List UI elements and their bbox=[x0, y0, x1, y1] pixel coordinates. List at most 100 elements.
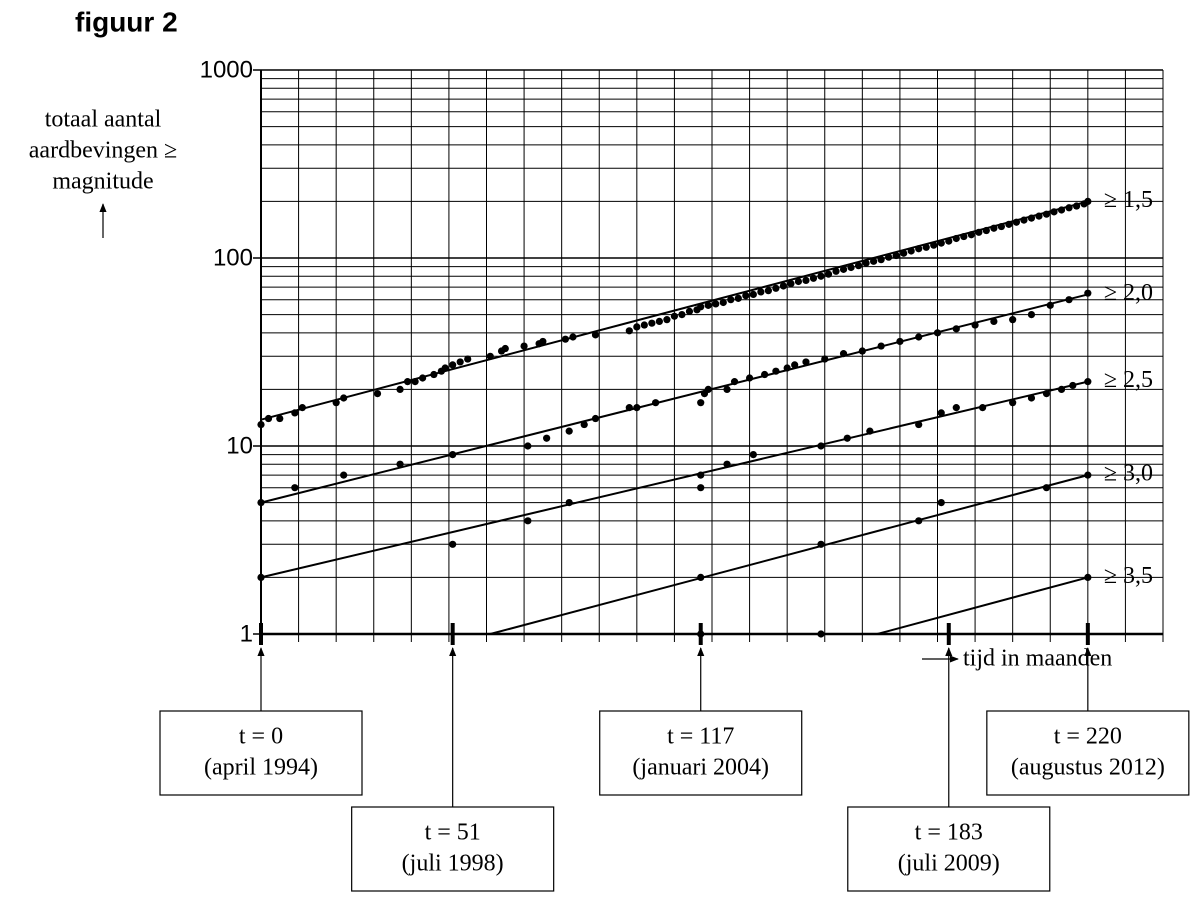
data-point bbox=[843, 434, 851, 442]
data-point bbox=[915, 517, 923, 525]
fit-line bbox=[260, 293, 1089, 504]
data-point bbox=[580, 420, 588, 429]
data-point bbox=[1065, 204, 1073, 212]
data-point bbox=[1057, 206, 1066, 214]
data-point bbox=[704, 385, 712, 394]
data-point bbox=[396, 385, 404, 394]
data-point bbox=[569, 333, 577, 341]
data-point bbox=[723, 385, 731, 394]
data-point bbox=[1042, 389, 1051, 398]
data-point bbox=[1042, 210, 1051, 218]
data-point bbox=[625, 327, 633, 335]
data-point bbox=[1084, 573, 1092, 582]
data-point bbox=[640, 321, 648, 329]
data-point bbox=[915, 420, 923, 429]
data-point bbox=[907, 247, 915, 255]
data-point bbox=[824, 270, 833, 278]
data-point bbox=[633, 404, 641, 412]
data-point bbox=[697, 573, 705, 582]
data-point bbox=[501, 344, 509, 353]
data-point bbox=[854, 262, 863, 270]
data-point bbox=[1050, 208, 1058, 216]
annotation-label: t = 0 bbox=[239, 724, 283, 750]
data-point bbox=[652, 399, 660, 407]
series-label: ≥ 2,5 bbox=[1104, 367, 1153, 393]
y-axis-label: magnitude bbox=[52, 169, 153, 195]
data-point bbox=[817, 540, 825, 548]
data-point bbox=[794, 277, 803, 286]
y-tick-label: 1000 bbox=[200, 56, 253, 83]
data-point bbox=[990, 224, 998, 232]
data-point bbox=[960, 232, 968, 241]
data-point bbox=[730, 378, 739, 386]
data-point bbox=[419, 374, 427, 382]
y-axis-label: totaal aantal bbox=[45, 107, 162, 133]
y-tick-label: 100 bbox=[213, 244, 253, 271]
data-point bbox=[524, 517, 532, 525]
data-point bbox=[1009, 316, 1017, 324]
data-point bbox=[1020, 216, 1028, 224]
data-point bbox=[403, 378, 412, 386]
data-point bbox=[858, 347, 866, 355]
annotation-box bbox=[159, 710, 363, 796]
data-point bbox=[655, 317, 663, 326]
data-point bbox=[847, 263, 855, 272]
annotation-box bbox=[986, 710, 1190, 796]
data-point bbox=[952, 234, 960, 243]
annotation-date: (april 1994) bbox=[204, 755, 318, 781]
annotation-label: t = 220 bbox=[1054, 724, 1122, 750]
data-point bbox=[817, 272, 825, 280]
series-label: ≥ 3,0 bbox=[1104, 461, 1153, 487]
annotation-label: t = 183 bbox=[915, 820, 983, 846]
data-point bbox=[1084, 378, 1092, 386]
data-point bbox=[257, 498, 265, 507]
data-point bbox=[257, 420, 265, 429]
series-label: ≥ 3,5 bbox=[1104, 563, 1153, 589]
y-axis-label: aardbevingen ≥ bbox=[29, 138, 177, 164]
data-point bbox=[633, 323, 641, 331]
data-point bbox=[727, 296, 735, 304]
data-point bbox=[933, 329, 942, 337]
data-point bbox=[742, 292, 750, 300]
data-point bbox=[257, 573, 265, 582]
annotation-date: (juli 2009) bbox=[898, 851, 1000, 877]
data-point bbox=[817, 442, 825, 450]
data-point bbox=[945, 237, 953, 245]
data-point bbox=[373, 389, 382, 398]
data-point bbox=[791, 361, 799, 369]
data-point bbox=[430, 370, 438, 379]
data-point bbox=[1065, 296, 1073, 304]
data-point bbox=[591, 414, 600, 423]
data-point bbox=[892, 251, 900, 260]
y-tick-label: 10 bbox=[226, 432, 253, 459]
data-point bbox=[565, 427, 573, 435]
data-point bbox=[817, 630, 825, 638]
data-point bbox=[1005, 220, 1013, 228]
data-point bbox=[441, 364, 449, 372]
series-label: ≥ 1,5 bbox=[1104, 187, 1153, 213]
fit-line bbox=[490, 474, 1089, 635]
data-point bbox=[648, 319, 656, 327]
data-point bbox=[340, 394, 348, 402]
data-point bbox=[821, 355, 829, 363]
data-point bbox=[749, 290, 757, 299]
data-point bbox=[561, 335, 570, 343]
data-point bbox=[1069, 381, 1077, 390]
data-point bbox=[802, 276, 810, 285]
annotation-date: (juli 1998) bbox=[402, 851, 504, 877]
chart-title: figuur 2 bbox=[75, 6, 178, 37]
data-point bbox=[877, 256, 885, 264]
data-point bbox=[264, 414, 273, 423]
data-point bbox=[464, 355, 472, 363]
data-point bbox=[712, 300, 720, 308]
data-point bbox=[745, 374, 754, 382]
series-label: ≥ 2,0 bbox=[1104, 280, 1153, 306]
data-point bbox=[539, 337, 547, 346]
data-point bbox=[734, 294, 742, 302]
y-tick-label: 1 bbox=[240, 620, 253, 647]
data-point bbox=[930, 241, 938, 249]
data-point bbox=[783, 364, 791, 372]
data-point bbox=[975, 228, 983, 236]
data-point bbox=[866, 427, 874, 435]
